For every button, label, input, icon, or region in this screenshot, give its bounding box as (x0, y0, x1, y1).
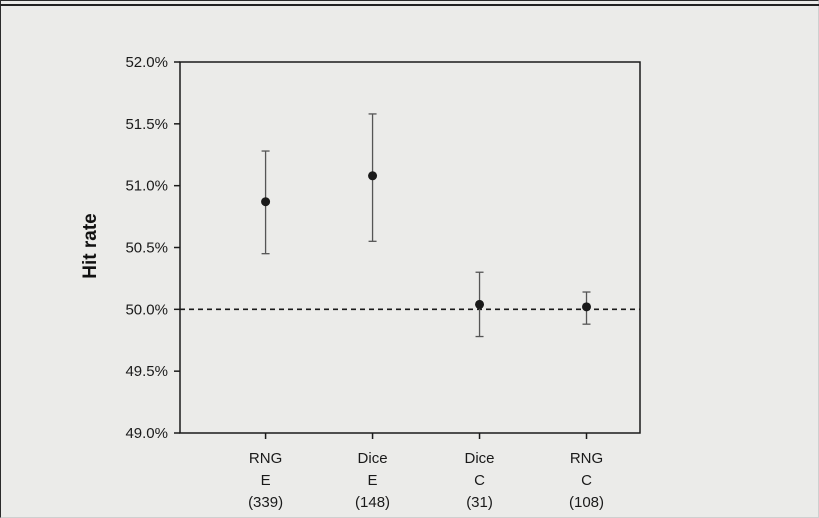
x-category-label: RNG (249, 450, 282, 467)
x-category-label: C (581, 472, 592, 489)
data-point (475, 299, 485, 309)
y-tick-label: 51.0% (125, 178, 168, 195)
y-tick-label: 51.5% (125, 116, 168, 133)
y-tick-label: 49.0% (125, 425, 168, 442)
x-category-label: (108) (569, 494, 604, 511)
y-tick-label: 50.5% (125, 240, 168, 257)
x-category-label: (148) (355, 494, 390, 511)
x-category-label: (31) (466, 494, 493, 511)
data-point (261, 197, 271, 207)
top-rule (0, 4, 819, 6)
x-category-label: E (261, 472, 271, 489)
x-category-label: Dice (358, 450, 388, 467)
data-point (368, 171, 378, 181)
data-point (582, 302, 592, 312)
y-axis-title: Hit rate (80, 213, 101, 278)
plot-frame (179, 61, 641, 434)
y-tick-label: 49.5% (125, 363, 168, 380)
x-category-label: (339) (248, 494, 283, 511)
y-tick-label: 50.0% (125, 301, 168, 318)
x-category-label: E (368, 472, 378, 489)
x-category-label: C (474, 472, 485, 489)
y-tick-label: 52.0% (125, 54, 168, 71)
x-category-label: RNG (570, 450, 603, 467)
x-category-label: Dice (465, 450, 495, 467)
